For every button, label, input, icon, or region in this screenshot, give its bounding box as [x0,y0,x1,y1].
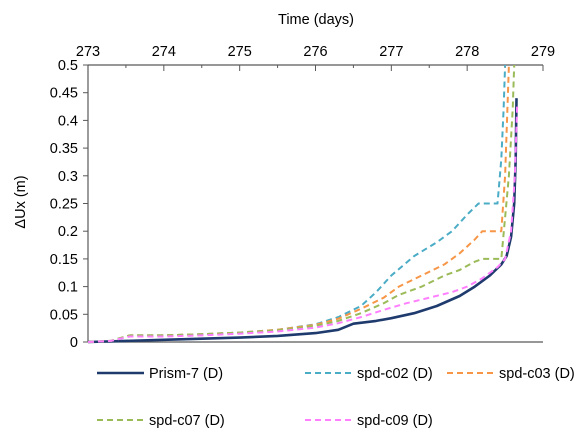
y-tick-label: 0.05 [50,307,78,323]
x-tick-label: 276 [303,44,327,60]
x-tick-label: 278 [455,44,479,60]
series-line-5 [87,103,519,343]
y-tick-label: 0.4 [58,113,78,129]
x-tick-label: 273 [76,44,100,60]
x-tick-label: 279 [531,44,555,60]
series-line-1 [87,98,518,344]
y-tick-label: 0.2 [58,224,78,240]
y-tick-label: 0.25 [50,197,78,213]
series-line-4 [87,64,516,343]
y-tick-label: 0.1 [58,280,78,296]
y-tick-label: 0.35 [50,141,78,157]
legend-label-5: spd-c09 (D) [357,413,433,429]
plot-area: 273 274 275 276 277 278 279 0 0.05 0.1 0.15 0.2 0.25… [50,44,555,351]
x-tick-label: 277 [379,44,403,60]
legend-label-2: spd-c02 (D) [357,366,433,382]
x-tick-label: 274 [152,44,176,60]
y-tick-label: 0.15 [50,252,78,268]
legend: Prism-7 (D) spd-c02 (D) spd-c03 (D) spd-c07… [97,366,575,429]
legend-label-3: spd-c03 (D) [499,366,575,382]
x-axis-title: Time (days) [278,12,354,28]
x-tick-label: 275 [228,44,252,60]
series-line-3 [87,64,510,343]
y-tick-label: 0.5 [58,58,78,74]
legend-label-4: spd-c07 (D) [149,413,225,429]
legend-label-1: Prism-7 (D) [149,366,223,382]
y-tick-label: 0 [70,335,78,351]
y-tick-label: 0.45 [50,86,78,102]
series-line-2 [87,64,507,343]
y-tick-label: 0.3 [58,169,78,185]
y-axis-title: ΔUx (m) [13,175,29,228]
